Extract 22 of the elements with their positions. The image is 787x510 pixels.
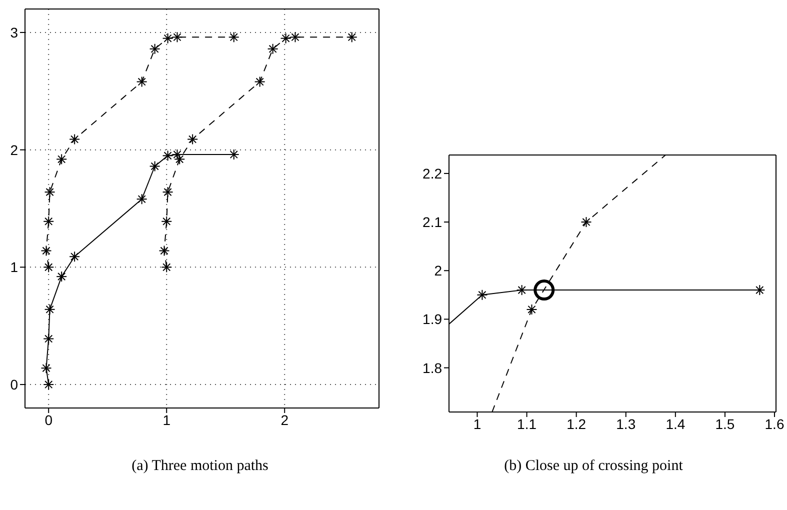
x-tick-label: 0: [44, 412, 53, 428]
x-tick-label: 1.3: [616, 416, 636, 432]
x-tick-label: 1.4: [666, 416, 686, 432]
y-tick-label: 1.8: [422, 360, 442, 376]
y-tick-label: 1: [10, 259, 18, 276]
x-tick-label: 1.1: [517, 416, 537, 432]
x-tick-label: 1: [473, 416, 482, 432]
x-tick-label: 1.5: [715, 416, 735, 432]
x-tick-label: 1: [162, 412, 171, 428]
y-tick-label: 2.2: [422, 165, 442, 182]
point: [534, 280, 555, 301]
y-tick-label: 2: [434, 262, 442, 279]
y-tick-label: 3: [10, 24, 18, 40]
y-tick-label: 0: [10, 376, 18, 392]
y-tick-label: 1.9: [422, 311, 442, 328]
text: (a) Three motion paths: [130, 458, 270, 475]
y-tick-label: 2: [10, 142, 18, 158]
x-tick-label: 2: [280, 412, 289, 428]
x-tick-label: 1.2: [566, 416, 586, 432]
x-tick-label: 1.6: [764, 416, 784, 432]
text: (b) Close up of crossing point: [503, 458, 684, 475]
y-tick-label: 2.1: [422, 214, 442, 230]
